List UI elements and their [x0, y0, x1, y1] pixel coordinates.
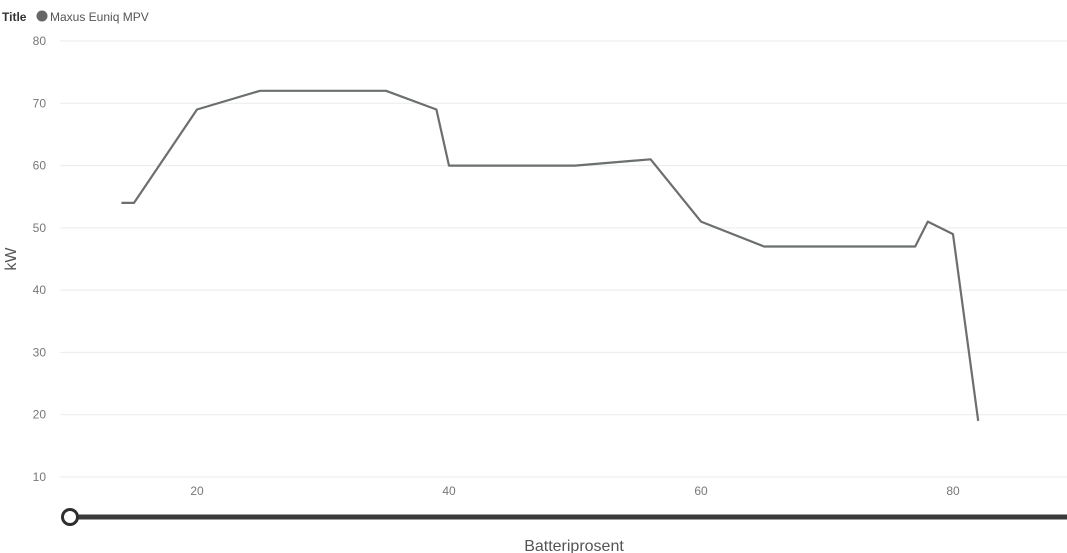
- y-tick-label: 60: [33, 159, 47, 173]
- legend-title: Title: [2, 10, 27, 24]
- y-tick-label: 10: [33, 470, 47, 484]
- legend: Title Maxus Euniq MPV: [2, 10, 149, 24]
- y-axis-label: kW: [3, 247, 20, 271]
- slider-handle[interactable]: [61, 508, 79, 526]
- legend-marker-icon: [36, 10, 48, 22]
- y-tick-label: 50: [33, 221, 47, 235]
- series-line-0: [121, 89, 980, 422]
- y-axis-ticks: 10 20 30 40 50 60 70 80: [33, 34, 47, 484]
- y-tick-label: 30: [33, 345, 47, 359]
- y-tick-label: 80: [33, 34, 47, 48]
- x-tick-label: 20: [190, 484, 204, 498]
- x-tick-label: 80: [946, 484, 960, 498]
- x-tick-label: 40: [442, 484, 456, 498]
- legend-entry: Maxus Euniq MPV: [50, 10, 149, 24]
- x-axis-ticks: 20 40 60 80: [190, 484, 960, 498]
- range-slider[interactable]: [61, 508, 1067, 526]
- y-tick-label: 40: [33, 283, 47, 297]
- x-tick-label: 60: [694, 484, 708, 498]
- x-axis-label: Batteriprosent: [524, 538, 624, 553]
- series-layer: [121, 89, 980, 422]
- y-tick-label: 20: [33, 408, 47, 422]
- y-tick-label: 70: [33, 96, 47, 110]
